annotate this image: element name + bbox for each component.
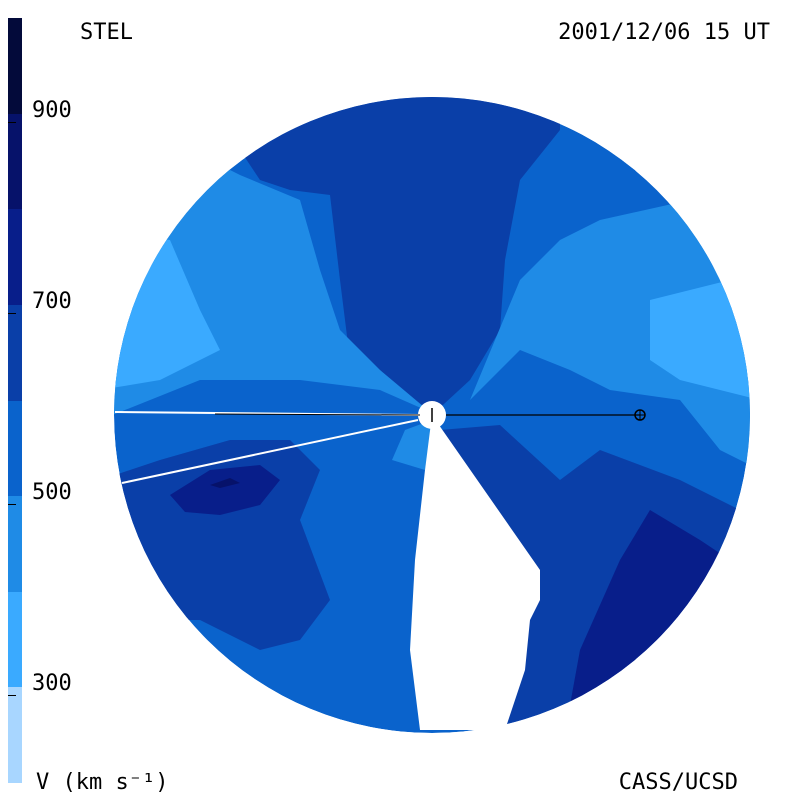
data-gap-wedge — [410, 415, 540, 730]
colorbar-segment — [8, 591, 22, 688]
colorbar-tick-label: 300 — [32, 671, 72, 697]
colorbar-segment — [8, 400, 22, 497]
colorbar-segment — [8, 496, 22, 592]
colorbar-segment — [8, 209, 22, 305]
velocity-colorbar — [8, 18, 22, 783]
timestamp-label: 2001/12/06 15 UT — [558, 20, 770, 45]
region-north-core — [240, 97, 560, 415]
colorbar-unit-label: V (km s⁻¹) — [36, 770, 169, 795]
region-southwest-darkest — [170, 465, 280, 515]
colorbar-segment — [8, 113, 22, 210]
credit-label: CASS/UCSD — [618, 770, 738, 795]
region-east-mid — [470, 200, 750, 470]
colorbar-segment — [8, 304, 22, 401]
colorbar-tick-mark — [8, 121, 16, 123]
colorbar-segment — [8, 687, 22, 783]
colorbar-tick-mark — [8, 695, 16, 697]
colorbar-tick-label: 500 — [32, 480, 72, 506]
observatory-label: STEL — [80, 20, 133, 45]
boundary-line-southwest — [121, 419, 419, 484]
colorbar-tick-label: 900 — [32, 97, 72, 123]
colorbar-tick-label: 700 — [32, 288, 72, 314]
earth-line-west — [214, 413, 421, 416]
colorbar-tick-mark — [8, 504, 16, 506]
region-center-light — [392, 420, 432, 470]
colorbar-segment — [8, 18, 22, 114]
region-southwest-core — [210, 478, 240, 488]
colorbar-tick-mark — [8, 312, 16, 314]
